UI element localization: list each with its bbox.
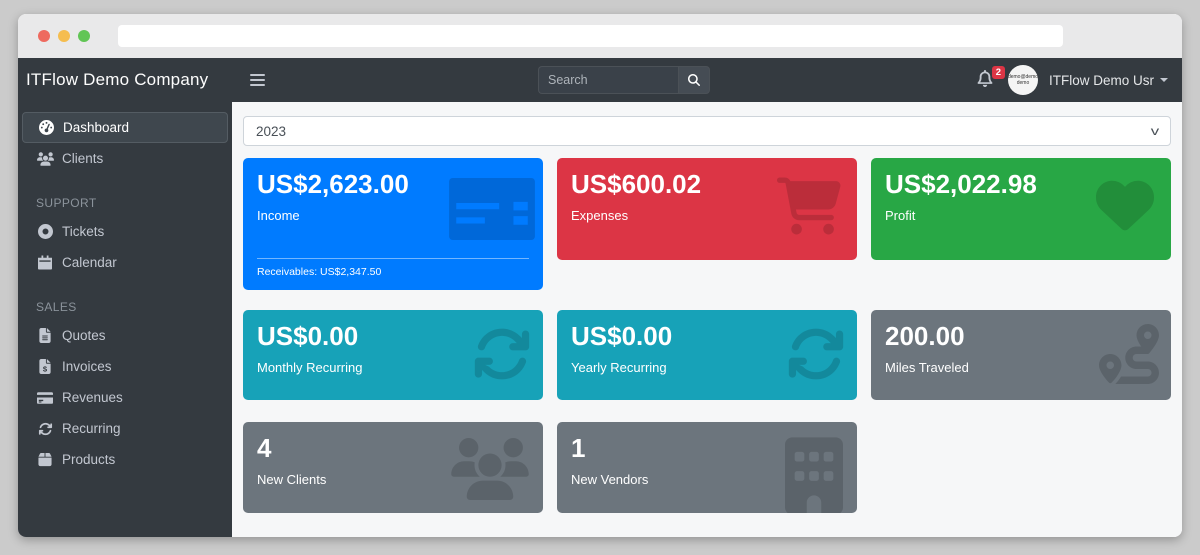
sidebar-item-label: Quotes <box>62 328 106 343</box>
hamburger-menu-icon[interactable] <box>250 71 265 89</box>
search-icon <box>688 74 700 86</box>
credit-card-icon <box>449 178 535 240</box>
bell-icon <box>977 70 993 87</box>
svg-text:$: $ <box>43 364 48 373</box>
year-select-value: 2023 <box>256 123 287 139</box>
sidebar-item-label: Revenues <box>62 390 123 405</box>
card-label: Profit <box>885 207 916 223</box>
new-clients-card[interactable]: 4 New Clients <box>243 422 543 513</box>
yearly-recurring-card[interactable]: US$0.00 Yearly Recurring <box>557 310 857 400</box>
top-navbar: 2 demo@demo demo ITFlow Demo Usr <box>232 58 1182 102</box>
card-value: US$0.00 <box>571 321 673 351</box>
profit-card[interactable]: US$2,022.98 Profit <box>871 158 1171 260</box>
card-value: 1 <box>571 433 586 463</box>
card-value: US$0.00 <box>257 321 359 351</box>
user-menu[interactable]: ITFlow Demo Usr <box>1049 73 1168 88</box>
browser-chrome <box>18 14 1182 58</box>
sidebar-item-label: Invoices <box>62 359 112 374</box>
card-row-1: US$2,623.00 Income Receivables: US$2,347… <box>243 158 1171 290</box>
new-vendors-card[interactable]: 1 New Vendors <box>557 422 857 513</box>
card-label: Monthly Recurring <box>257 359 363 375</box>
sidebar-item-products[interactable]: Products <box>18 444 232 475</box>
navbar-right: 2 demo@demo demo ITFlow Demo Usr <box>977 65 1182 95</box>
address-bar[interactable] <box>118 25 1063 47</box>
card-value: US$2,022.98 <box>885 169 1037 199</box>
sidebar-item-label: Calendar <box>62 255 117 270</box>
search-input[interactable] <box>538 66 678 94</box>
sync-icon <box>474 328 530 380</box>
sidebar-item-calendar[interactable]: Calendar <box>18 247 232 278</box>
route-icon <box>1099 324 1159 384</box>
sidebar-item-revenues[interactable]: Revenues <box>18 382 232 413</box>
sidebar-item-tickets[interactable]: Tickets <box>18 216 232 247</box>
building-icon <box>785 437 843 513</box>
sidebar-item-label: Recurring <box>62 421 121 436</box>
card-value: US$2,623.00 <box>257 169 409 199</box>
search-group <box>538 66 710 94</box>
card-value: 4 <box>257 433 272 463</box>
avatar-text: demo@demo demo <box>1007 74 1038 86</box>
calendar-icon <box>36 255 54 271</box>
sidebar-item-quotes[interactable]: Quotes <box>18 320 232 351</box>
close-window-button[interactable] <box>38 30 50 42</box>
card-label: Yearly Recurring <box>571 359 667 375</box>
miles-traveled-card[interactable]: 200.00 Miles Traveled <box>871 310 1171 400</box>
sidebar-item-invoices[interactable]: $ Invoices <box>18 351 232 382</box>
app-frame: ITFlow Demo Company Dashboard Clients SU… <box>18 58 1182 537</box>
box-icon <box>36 452 54 468</box>
main-column: 2 demo@demo demo ITFlow Demo Usr 2023 v <box>232 58 1182 537</box>
sidebar-item-clients[interactable]: Clients <box>18 143 232 174</box>
card-label: Income <box>257 207 300 223</box>
sidebar-item-label: Dashboard <box>63 120 130 135</box>
file-lines-icon <box>36 328 54 344</box>
tachometer-icon <box>37 120 55 136</box>
card-row-2: US$0.00 Monthly Recurring US$0.00 Yearly… <box>243 310 1171 400</box>
notifications-button[interactable]: 2 <box>977 66 1005 90</box>
heart-icon <box>1096 180 1154 231</box>
card-label: Expenses <box>571 207 629 223</box>
avatar[interactable]: demo@demo demo <box>1007 65 1038 95</box>
card-value: US$600.02 <box>571 169 702 199</box>
sidebar-item-recurring[interactable]: Recurring <box>18 413 232 444</box>
card-label: New Vendors <box>571 471 649 487</box>
receivables-footer: Receivables: US$2,347.50 <box>257 258 529 280</box>
company-brand[interactable]: ITFlow Demo Company <box>26 70 209 89</box>
sync-icon <box>36 421 54 437</box>
user-name-label: ITFlow Demo Usr <box>1048 72 1154 88</box>
users-icon <box>451 438 529 500</box>
chevron-down-icon: v <box>1150 124 1160 138</box>
card-label: Miles Traveled <box>885 359 969 375</box>
income-card[interactable]: US$2,623.00 Income Receivables: US$2,347… <box>243 158 543 290</box>
browser-window: ITFlow Demo Company Dashboard Clients SU… <box>18 14 1182 537</box>
card-row-3: 4 New Clients 1 New Vendors <box>243 422 1171 513</box>
sync-icon <box>788 328 844 380</box>
file-invoice-dollar-icon: $ <box>36 359 54 375</box>
sidebar-section-sales: SALES <box>36 300 77 314</box>
notification-badge: 2 <box>991 66 1005 79</box>
sidebar: ITFlow Demo Company Dashboard Clients SU… <box>18 58 232 537</box>
shopping-cart-icon <box>777 177 841 235</box>
search-button[interactable] <box>678 66 710 94</box>
dashboard-content: 2023 v US$2,623.00 Income Receivables: U… <box>232 102 1182 537</box>
sidebar-item-label: Tickets <box>62 224 105 239</box>
sidebar-item-label: Products <box>62 452 116 467</box>
sidebar-item-dashboard[interactable]: Dashboard <box>22 112 228 143</box>
sidebar-nav: Dashboard Clients SUPPORT Tickets <box>18 102 232 475</box>
expenses-card[interactable]: US$600.02 Expenses <box>557 158 857 260</box>
year-select[interactable]: 2023 v <box>243 116 1171 146</box>
traffic-lights <box>18 30 90 42</box>
credit-card-icon <box>36 390 54 406</box>
sidebar-section-support: SUPPORT <box>36 196 97 210</box>
card-value: 200.00 <box>885 321 965 351</box>
sidebar-item-label: Clients <box>62 151 104 166</box>
monthly-recurring-card[interactable]: US$0.00 Monthly Recurring <box>243 310 543 400</box>
card-label: New Clients <box>257 471 327 487</box>
minimize-window-button[interactable] <box>58 30 70 42</box>
chevron-down-icon <box>1160 78 1168 82</box>
maximize-window-button[interactable] <box>78 30 90 42</box>
users-icon <box>36 151 54 167</box>
life-ring-icon <box>36 224 54 240</box>
